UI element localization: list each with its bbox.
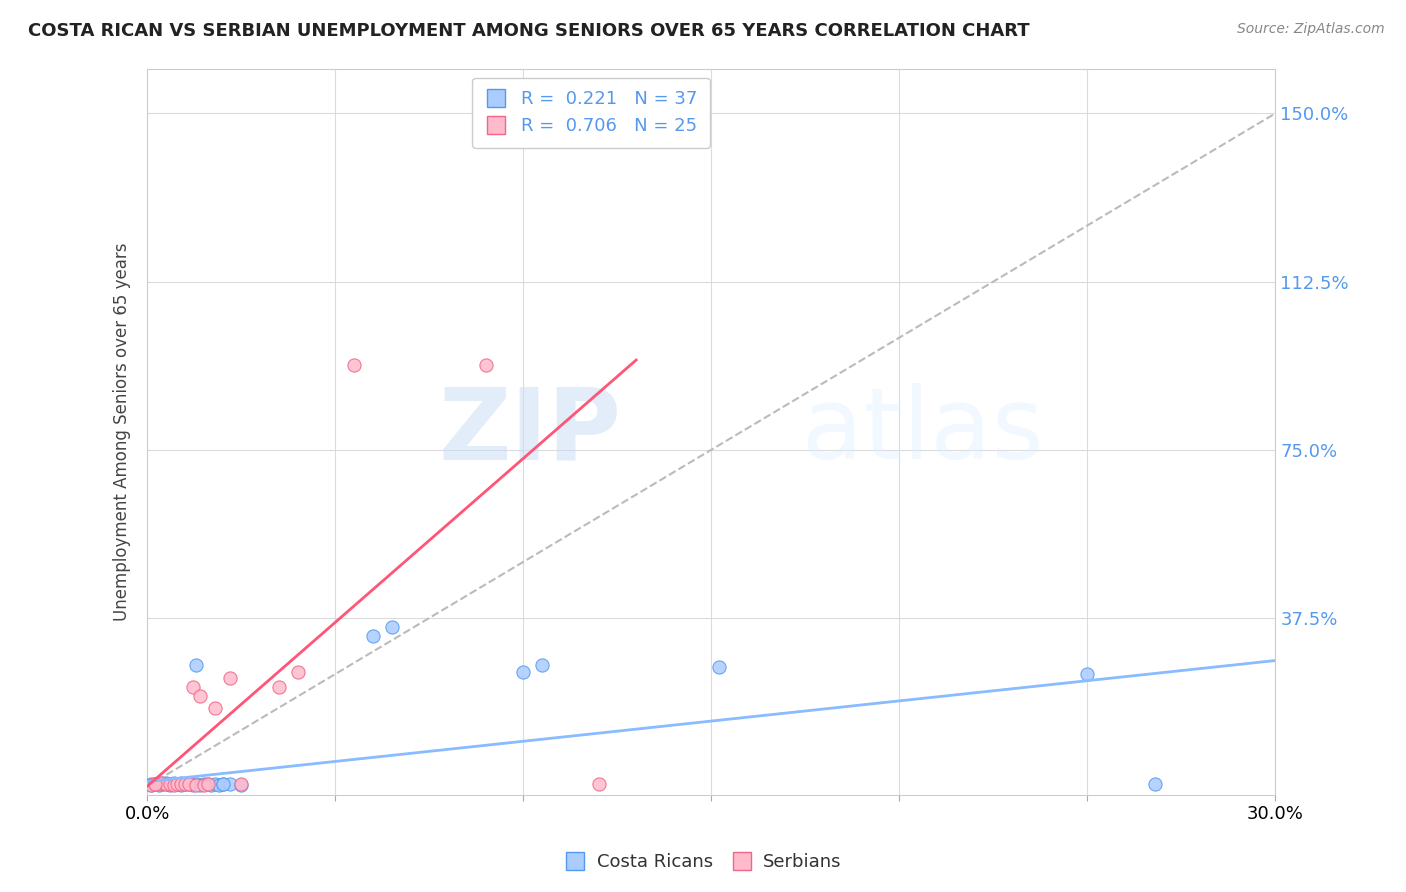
- Point: [361, 629, 384, 643]
- Point: [177, 777, 200, 791]
- Point: [170, 778, 193, 792]
- Point: [170, 776, 193, 790]
- Text: COSTA RICAN VS SERBIAN UNEMPLOYMENT AMONG SENIORS OVER 65 YEARS CORRELATION CHAR: COSTA RICAN VS SERBIAN UNEMPLOYMENT AMON…: [28, 22, 1029, 40]
- Point: [148, 777, 170, 791]
- Point: [219, 672, 242, 686]
- Point: [177, 776, 200, 790]
- Point: [170, 777, 193, 791]
- Point: [1076, 667, 1098, 681]
- Point: [208, 778, 231, 792]
- Text: ZIP: ZIP: [439, 384, 621, 480]
- Text: atlas: atlas: [801, 384, 1043, 480]
- Point: [163, 778, 186, 792]
- Point: [475, 358, 498, 372]
- Point: [148, 778, 170, 792]
- Point: [186, 777, 208, 791]
- Point: [219, 777, 242, 791]
- Legend: Costa Ricans, Serbians: Costa Ricans, Serbians: [557, 847, 849, 879]
- Point: [155, 776, 177, 790]
- Point: [188, 690, 211, 704]
- Point: [163, 777, 186, 791]
- Point: [163, 776, 186, 790]
- Legend: R =  0.221   N = 37, R =  0.706   N = 25: R = 0.221 N = 37, R = 0.706 N = 25: [472, 78, 710, 148]
- Point: [181, 681, 204, 695]
- Point: [204, 777, 226, 791]
- Point: [181, 778, 204, 792]
- Point: [381, 620, 404, 634]
- Point: [512, 665, 534, 679]
- Point: [174, 777, 197, 791]
- Point: [197, 777, 219, 791]
- Point: [211, 777, 233, 791]
- Point: [152, 777, 174, 791]
- Point: [1143, 777, 1166, 791]
- Point: [343, 358, 366, 372]
- Point: [143, 777, 166, 791]
- Point: [177, 777, 200, 791]
- Point: [148, 776, 170, 790]
- Point: [287, 665, 309, 679]
- Point: [231, 778, 253, 792]
- Point: [193, 778, 215, 792]
- Text: Source: ZipAtlas.com: Source: ZipAtlas.com: [1237, 22, 1385, 37]
- Y-axis label: Unemployment Among Seniors over 65 years: Unemployment Among Seniors over 65 years: [114, 243, 131, 621]
- Point: [186, 658, 208, 673]
- Point: [200, 778, 222, 792]
- Point: [267, 681, 290, 695]
- Point: [141, 777, 163, 791]
- Point: [588, 777, 610, 791]
- Point: [155, 777, 177, 791]
- Point: [174, 777, 197, 791]
- Point: [166, 777, 188, 791]
- Point: [707, 660, 730, 674]
- Point: [155, 777, 177, 791]
- Point: [159, 777, 181, 791]
- Point: [141, 778, 163, 792]
- Point: [159, 778, 181, 792]
- Point: [197, 777, 219, 791]
- Point: [211, 777, 233, 791]
- Point: [531, 658, 554, 673]
- Point: [166, 777, 188, 791]
- Point: [152, 776, 174, 790]
- Point: [193, 777, 215, 791]
- Point: [143, 777, 166, 791]
- Point: [231, 777, 253, 791]
- Point: [141, 778, 163, 792]
- Point: [188, 778, 211, 792]
- Point: [204, 700, 226, 714]
- Point: [186, 778, 208, 792]
- Point: [143, 777, 166, 791]
